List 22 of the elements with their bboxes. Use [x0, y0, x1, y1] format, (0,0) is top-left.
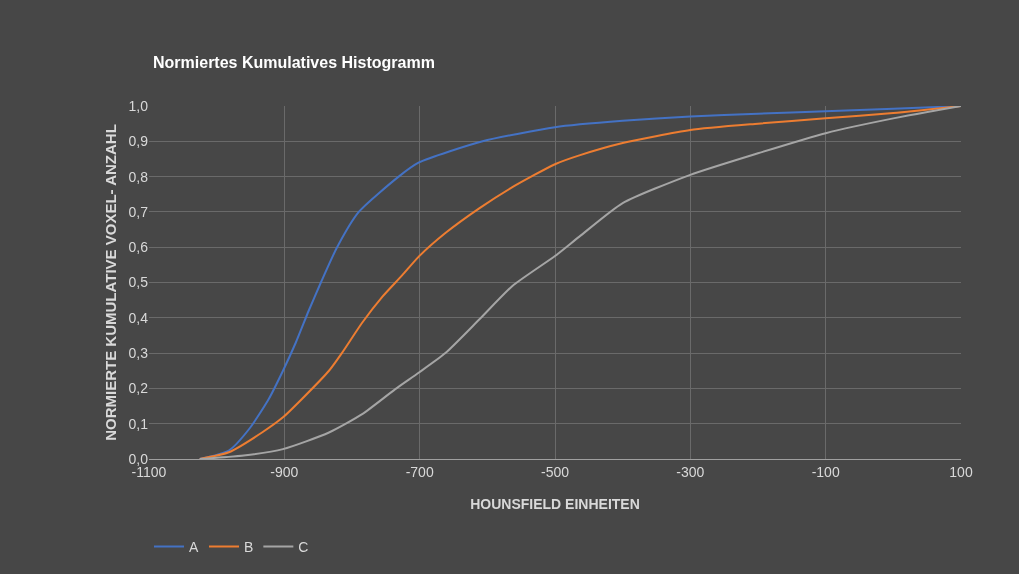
legend-label: A	[189, 538, 199, 555]
y-tick-label: 0,6	[128, 239, 149, 256]
legend-label: C	[298, 538, 309, 555]
y-tick-label: 0,9	[128, 133, 149, 150]
x-tick-label: -700	[405, 463, 434, 480]
chart-title: Normiertes Kumulatives Histogramm	[153, 53, 435, 71]
y-tick-label: 0,2	[128, 380, 149, 397]
y-tick-label: 0,5	[128, 274, 149, 291]
y-tick-label: 0,1	[128, 415, 149, 432]
x-axis-title: HOUNSFIELD EINHEITEN	[470, 496, 640, 513]
y-tick-label: 0,7	[128, 203, 149, 220]
x-tick-label: -300	[676, 463, 705, 480]
x-tick-label: 100	[949, 463, 973, 480]
x-tick-label: -900	[270, 463, 299, 480]
y-tick-label: 1,0	[128, 97, 149, 114]
y-tick-label: 0,4	[128, 309, 149, 326]
legend-label: B	[244, 538, 254, 555]
y-tick-label: 0,3	[128, 345, 149, 361]
x-tick-label: -100	[811, 463, 840, 480]
x-tick-label: -500	[540, 463, 570, 480]
y-axis-title: NORMIERTE KUMULATIVE VOXEL- ANZAHL	[101, 124, 119, 441]
y-tick-label: 0,8	[128, 168, 149, 185]
